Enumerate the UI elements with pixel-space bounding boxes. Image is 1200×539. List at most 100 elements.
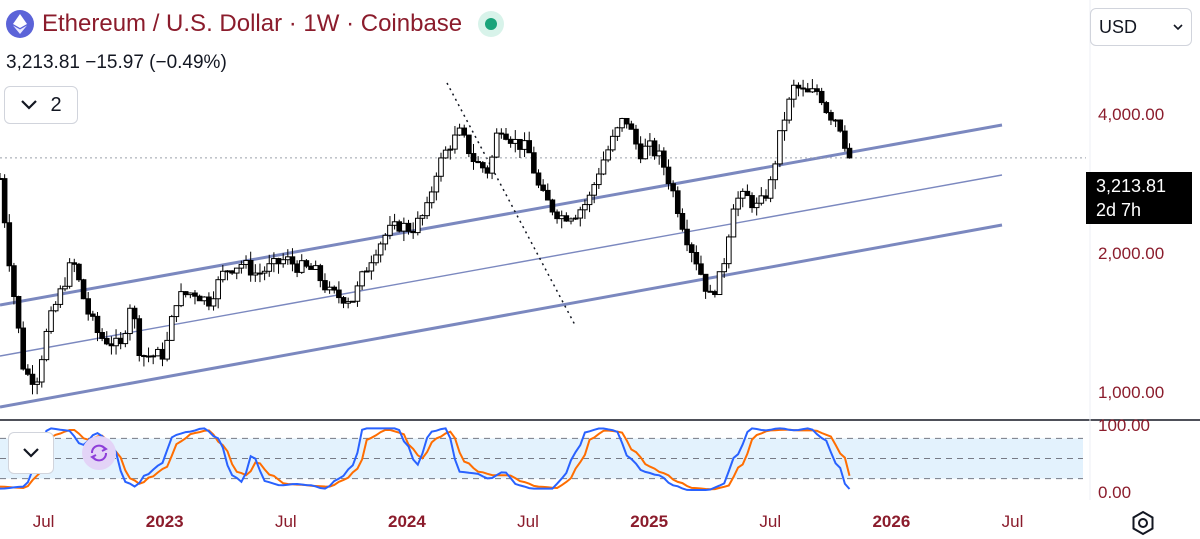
candle: [846, 143, 853, 159]
candle-body: [466, 134, 472, 155]
candle: [800, 79, 806, 97]
candle: [43, 328, 50, 362]
candle: [674, 186, 681, 218]
candle: [38, 355, 45, 388]
candle-body: [20, 327, 27, 370]
candle-body: [633, 128, 639, 145]
candle-body: [401, 222, 407, 232]
candle-body: [781, 119, 788, 132]
candle: [489, 154, 495, 180]
candle: [257, 263, 263, 283]
candle: [29, 365, 36, 395]
candle-body: [62, 285, 68, 290]
candle: [698, 255, 704, 276]
candle: [396, 219, 403, 233]
indicator-collapse-button[interactable]: [8, 432, 54, 474]
candle: [633, 124, 639, 150]
symbol-title[interactable]: Ethereum / U.S. Dollar · 1W · Coinbase: [42, 10, 463, 37]
candle: [317, 263, 324, 288]
candle-body: [484, 167, 491, 174]
candle: [261, 266, 268, 281]
candle: [280, 253, 286, 268]
candle-body: [433, 175, 440, 193]
candle-body: [85, 298, 92, 315]
candle-body: [730, 208, 737, 238]
time-axis-tick-label: Jul: [275, 512, 297, 531]
candle: [475, 156, 481, 164]
candle: [786, 97, 792, 124]
candle-body: [763, 195, 769, 199]
candle-body: [438, 157, 444, 177]
oscillator-axis-tick-label: 100.00: [1098, 416, 1150, 435]
candle-body: [38, 359, 45, 383]
candle-body: [535, 172, 542, 186]
indicator-refresh-badge[interactable]: [82, 436, 116, 470]
candle: [614, 126, 621, 141]
ethereum-logo-icon: [6, 10, 34, 38]
candle: [52, 301, 59, 313]
candle: [558, 210, 565, 229]
candle: [818, 87, 825, 106]
time-axis-tick-label: Jul: [33, 512, 55, 531]
candle: [145, 347, 152, 363]
candle: [716, 271, 723, 296]
candle-body: [786, 98, 792, 121]
candle: [647, 133, 653, 156]
candle: [289, 248, 296, 272]
candle: [572, 214, 579, 220]
candle-body: [285, 256, 291, 261]
candle: [345, 297, 351, 309]
candle: [777, 130, 783, 168]
time-axis-tick-label: Jul: [517, 512, 539, 531]
candle-body: [52, 303, 59, 312]
candle: [215, 276, 221, 309]
candle-body: [405, 222, 412, 232]
candle-body: [795, 84, 802, 89]
candle-body: [656, 150, 662, 157]
candle-body: [507, 138, 514, 144]
candle-body: [71, 262, 78, 265]
candle: [665, 159, 672, 190]
candle-body: [609, 135, 616, 151]
candle-body: [554, 211, 560, 220]
currency-select[interactable]: USD: [1090, 8, 1192, 46]
candle: [804, 82, 811, 93]
candle: [187, 292, 194, 299]
candle: [414, 211, 421, 236]
chevron-down-icon: [23, 448, 39, 458]
chevron-down-icon: [21, 100, 38, 110]
candle: [684, 219, 690, 252]
candle: [322, 273, 328, 293]
candle: [832, 118, 839, 128]
candle-body: [391, 221, 398, 226]
candle: [623, 117, 630, 129]
candle: [456, 123, 463, 136]
candle-body: [563, 215, 570, 222]
candle-body: [322, 280, 328, 291]
price-axis-tick-label: 2,000.00: [1098, 244, 1164, 263]
candle: [368, 255, 375, 280]
candle-body: [354, 285, 361, 302]
candle: [726, 234, 732, 269]
candle-body: [577, 209, 584, 219]
candle: [470, 143, 477, 170]
candle-body: [596, 173, 602, 186]
candle: [131, 305, 138, 329]
candle-body: [43, 330, 50, 361]
candle-body: [359, 271, 365, 287]
candle: [196, 294, 203, 302]
candle-body: [693, 251, 700, 265]
candle: [48, 306, 54, 334]
candle-body: [155, 348, 161, 357]
chart-settings-gear-icon[interactable]: [1130, 510, 1156, 536]
candle: [103, 331, 110, 346]
candle-body: [308, 265, 314, 270]
candle: [549, 198, 556, 216]
collapse-indicators-button[interactable]: 2: [4, 86, 78, 124]
candle: [206, 292, 212, 311]
candle-body: [758, 195, 765, 204]
candle: [712, 289, 718, 298]
candle-body: [387, 224, 393, 236]
candle-body: [6, 222, 13, 267]
